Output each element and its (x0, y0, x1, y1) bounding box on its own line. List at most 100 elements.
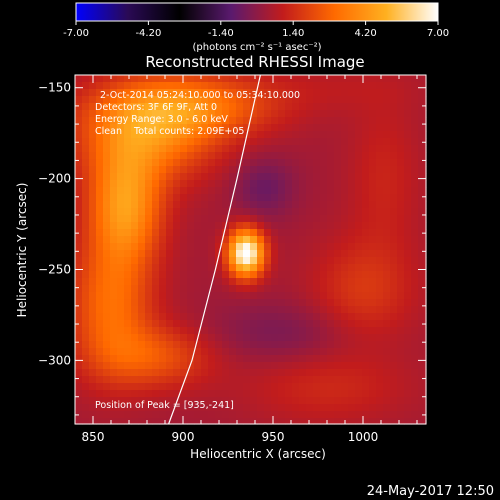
heatmap-cell (173, 103, 181, 111)
heatmap-cell (271, 383, 279, 391)
heatmap-cell (201, 418, 209, 425)
heatmap-cell (285, 82, 293, 90)
heatmap-cell (313, 397, 321, 405)
y-tick-label: −150 (38, 81, 71, 95)
heatmap-cell (355, 103, 363, 111)
heatmap-cell (208, 96, 216, 104)
heatmap-cell (376, 96, 384, 104)
heatmap-cell (292, 285, 300, 293)
heatmap-cell (320, 257, 328, 265)
heatmap-cell (264, 89, 272, 97)
heatmap-cell (89, 159, 97, 167)
heatmap-cell (390, 243, 398, 251)
heatmap-cell (138, 404, 146, 412)
heatmap-cell (341, 376, 349, 384)
heatmap-cell (110, 257, 118, 265)
heatmap-cell (222, 313, 230, 321)
heatmap-cell (341, 131, 349, 139)
heatmap-cell (208, 292, 216, 300)
heatmap-cell (383, 390, 391, 398)
heatmap-cell (201, 96, 209, 104)
heatmap-cell (404, 250, 412, 258)
heatmap-cell (236, 187, 244, 195)
heatmap-cell (264, 215, 272, 223)
heatmap-cell (285, 369, 293, 377)
heatmap-cell (236, 348, 244, 356)
annotation-time-range: 2-Oct-2014 05:24:10.000 to 05:34:10.000 (100, 90, 300, 101)
heatmap-cell (82, 334, 90, 342)
heatmap-cell (278, 124, 286, 132)
heatmap-cell (215, 124, 223, 132)
heatmap-cell (110, 271, 118, 279)
heatmap-cell (264, 75, 272, 83)
heatmap-cell (313, 201, 321, 209)
heatmap-cell (117, 180, 125, 188)
heatmap-cell (327, 306, 335, 314)
heatmap-cell (201, 292, 209, 300)
heatmap-cell (215, 348, 223, 356)
heatmap-cell (89, 313, 97, 321)
heatmap-cell (362, 383, 370, 391)
heatmap-cell (173, 152, 181, 160)
heatmap-cell (306, 215, 314, 223)
heatmap-cell (194, 299, 202, 307)
heatmap-cell (299, 278, 307, 286)
heatmap-cell (96, 418, 104, 425)
heatmap-cell (355, 355, 363, 363)
heatmap-cell (348, 180, 356, 188)
heatmap-cell (320, 201, 328, 209)
heatmap-cell (418, 376, 426, 384)
heatmap-cell (110, 173, 118, 181)
heatmap-cell (208, 418, 216, 425)
heatmap-cell (271, 131, 279, 139)
heatmap-cell (404, 201, 412, 209)
heatmap-cell (334, 117, 342, 125)
heatmap-cell (334, 229, 342, 237)
heatmap-cell (418, 362, 426, 370)
heatmap-cell (187, 292, 195, 300)
heatmap-cell (292, 96, 300, 104)
heatmap-cell (334, 278, 342, 286)
heatmap-cell (243, 89, 251, 97)
heatmap-cell (229, 404, 237, 412)
heatmap-cell (180, 313, 188, 321)
heatmap-cell (138, 320, 146, 328)
heatmap-cell (75, 236, 83, 244)
heatmap-cell (194, 313, 202, 321)
heatmap-cell (75, 110, 83, 118)
heatmap-cell (110, 299, 118, 307)
heatmap-cell (215, 313, 223, 321)
heatmap-cell (103, 180, 111, 188)
heatmap-cell (243, 166, 251, 174)
heatmap-cell (334, 173, 342, 181)
heatmap-cell (348, 117, 356, 125)
heatmap-cell (362, 341, 370, 349)
heatmap-cell (278, 166, 286, 174)
heatmap-cell (82, 201, 90, 209)
heatmap-cell (194, 229, 202, 237)
heatmap-cell (159, 306, 167, 314)
heatmap-cell (145, 418, 153, 425)
heatmap-cell (110, 110, 118, 118)
heatmap-cell (362, 75, 370, 83)
heatmap-cell (390, 208, 398, 216)
heatmap-cell (418, 89, 426, 97)
heatmap-cell (243, 362, 251, 370)
y-tick-label: −200 (38, 172, 71, 186)
heatmap-cell (187, 376, 195, 384)
heatmap-cell (313, 89, 321, 97)
heatmap-cell (397, 145, 405, 153)
heatmap-cell (306, 166, 314, 174)
heatmap-cell (201, 229, 209, 237)
heatmap-cell (229, 138, 237, 146)
heatmap-cell (75, 180, 83, 188)
heatmap-cell (243, 201, 251, 209)
heatmap-cell (131, 306, 139, 314)
heatmap-cell (341, 355, 349, 363)
heatmap-cell (257, 194, 265, 202)
heatmap-cell (348, 82, 356, 90)
heatmap-cell (187, 411, 195, 419)
heatmap-cell (117, 187, 125, 195)
heatmap-cell (404, 327, 412, 335)
heatmap-cell (306, 180, 314, 188)
